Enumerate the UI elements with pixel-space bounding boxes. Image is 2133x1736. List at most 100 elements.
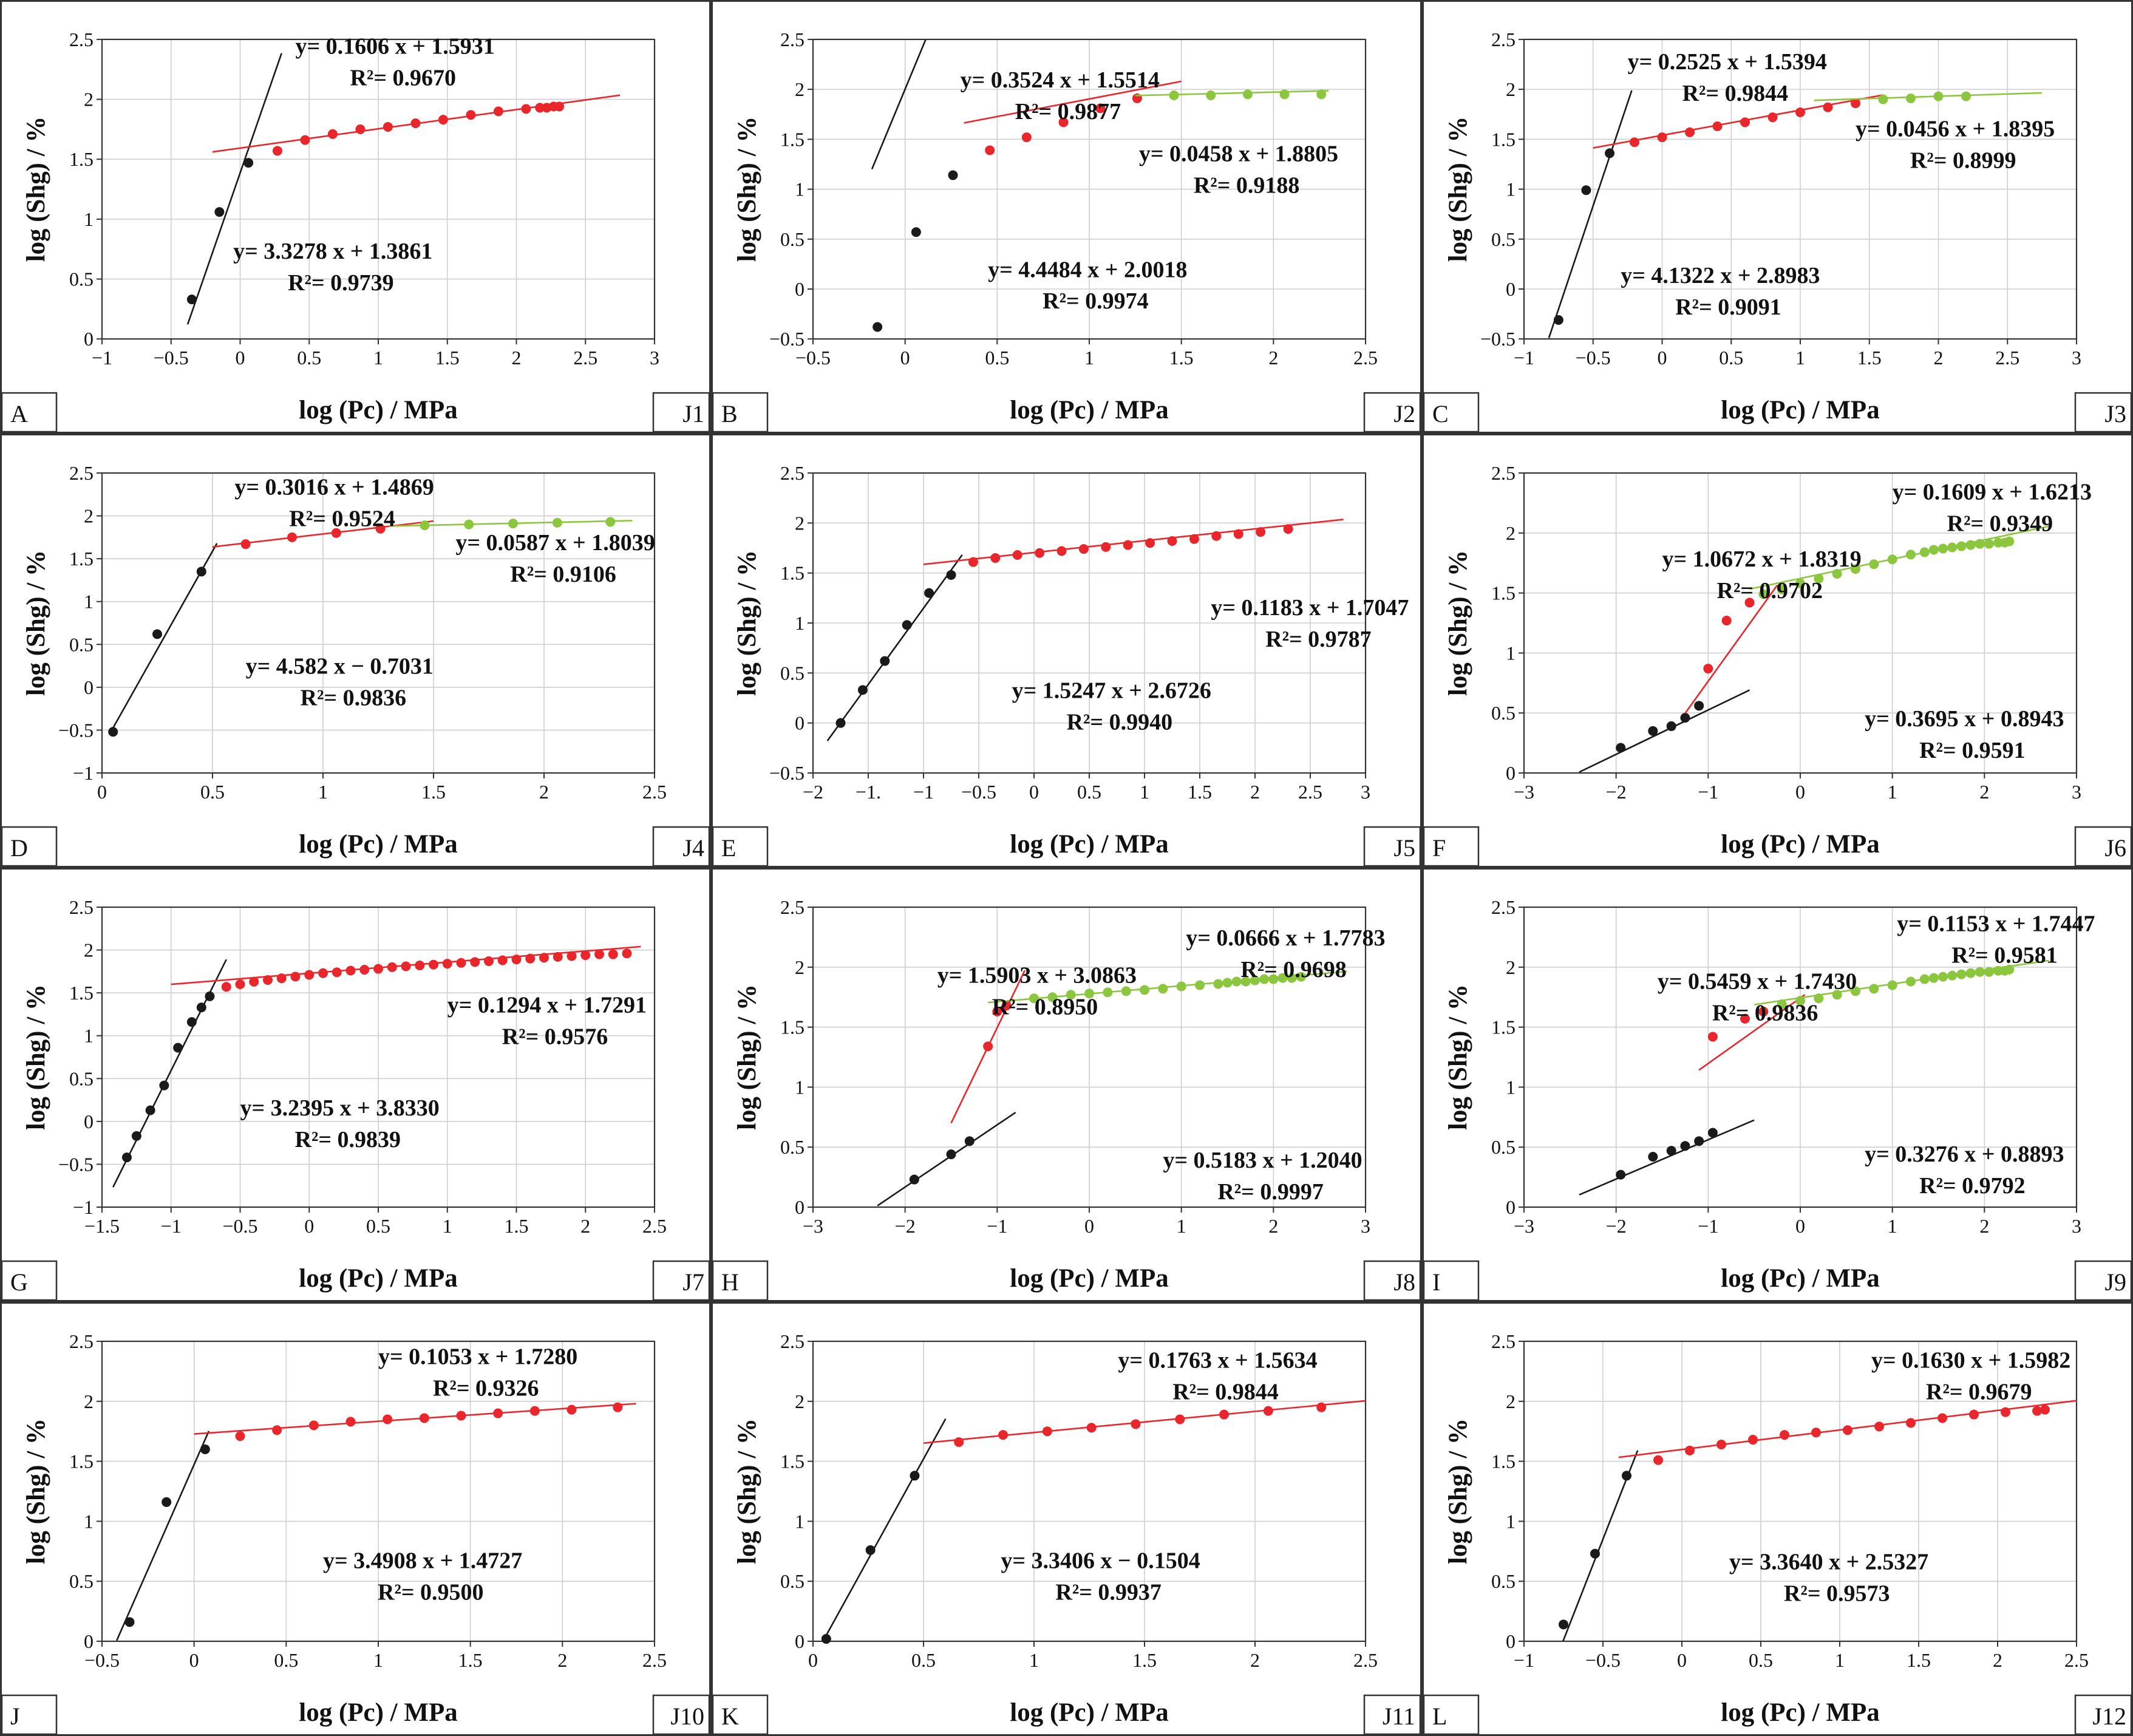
x-axis-title: log (Pc) / MPa [1010,396,1168,424]
y-tick-label: 2 [795,79,805,100]
data-point-red [566,951,577,961]
y-tick-label: 2.5 [1491,1330,1516,1352]
fit-equation-red: y= 1.5903 x + 3.0863 [937,962,1137,988]
x-tick-label: 2 [1268,347,1278,369]
data-point-red [2001,1407,2010,1417]
data-point-green [552,517,562,528]
sample-id-box [2074,826,2131,866]
data-point-red [1095,103,1106,114]
data-point-red [300,135,310,145]
x-tick-label: 2.5 [2064,1649,2089,1671]
data-point-red [493,1408,503,1418]
y-tick-label: 0.5 [1491,702,1516,724]
chart-svg: −2 −1. −1 −0.5 0 0.5 1 1.5 2 2.5 3 −0.5 0 0.5 1 1.5 2 2.5… [713,462,1420,866]
data-point-green [2004,536,2015,546]
data-point-red [1707,1032,1718,1042]
data-point-black [1694,1136,1704,1146]
x-tick-label: 2.5 [573,347,597,369]
x-tick-label: 2 [539,781,549,803]
y-tick-label: 0 [84,328,94,350]
fit-r-squared-red: R²= 0.9836 [1712,1000,1818,1026]
fit-equation-black: y= 0.5183 x + 1.2040 [1163,1148,1362,1173]
y-tick-label: 0.5 [69,269,94,290]
data-point-red [235,979,245,990]
x-tick-label: −0.5 [1585,1649,1621,1671]
y-tick-label: −1 [73,762,94,784]
data-point-green [1961,91,1971,101]
fit-line-black [1548,90,1633,339]
chart-panel-b: −0.5 0 0.5 1 1.5 2 2.5 −0.5 0 0.5 1 1.5 2 2.5 log (Pc)… [711,0,1422,434]
data-point-red [613,1402,623,1412]
data-point-black [835,718,846,728]
x-tick-label: 1.5 [458,1649,483,1671]
data-point-black [1616,1169,1626,1180]
fit-equation-red: y= 0.3524 x + 1.5514 [961,67,1160,93]
y-tick-label: 2.5 [69,29,94,50]
data-point-black [173,1043,183,1053]
data-point-black [948,170,958,180]
panel-letter: B [721,400,738,427]
chart-svg: −3 −2 −1 0 1 2 3 0 0.5 1 1.5 2 2.5 log (Pc) / MPa log … [1424,462,2131,866]
y-tick-label: 0 [84,676,94,698]
y-tick-label: 1.5 [1491,129,1516,150]
fit-line-black [871,39,927,169]
data-point-red [1263,1406,1273,1416]
fit-r-squared-black: R²= 0.9591 [1919,738,2026,763]
y-tick-label: 0 [795,279,805,300]
data-point-red [1189,534,1199,544]
fit-r-squared-black: R²= 0.9937 [1055,1579,1162,1605]
fit-equation-red: y= 0.1606 x + 1.5931 [296,34,495,60]
data-point-red [442,959,452,969]
data-point-red [968,557,978,567]
data-point-green [1814,993,1824,1004]
y-tick-label: 0.5 [69,633,94,655]
y-tick-label: 1 [84,1510,94,1532]
y-tick-label: 0.5 [69,1067,94,1089]
y-tick-label: 0.5 [780,662,805,684]
data-point-green [1231,976,1242,987]
x-tick-label: −1 [92,347,112,369]
fit-r-squared-red: R²= 0.9576 [502,1024,608,1050]
data-point-red [1283,524,1293,534]
fit-equation-black: y= 4.4484 x + 2.0018 [988,257,1187,282]
data-point-green [1140,985,1149,995]
data-point-red [1685,127,1695,137]
fit-equation-black: y= 4.582 x − 0.7031 [246,653,434,679]
data-point-red [332,967,342,978]
x-tick-label: −3 [803,1215,823,1237]
fit-r-squared-black: R²= 0.9940 [1067,710,1173,735]
data-point-green [1906,550,1916,560]
x-tick-label: 0.5 [274,1649,298,1671]
x-tick-label: 0 [1084,1215,1094,1237]
panel-letter: K [721,1703,739,1730]
data-point-green [508,519,519,529]
fit-line-black [1579,1119,1755,1196]
x-tick-label: −0.5 [1576,347,1611,369]
data-point-black [880,656,890,666]
data-point-black [214,207,225,217]
x-tick-label: −2 [803,781,823,803]
data-point-green [1066,990,1076,1000]
y-tick-label: 1.5 [780,129,805,150]
x-tick-label: −1 [161,1215,182,1237]
x-tick-label: 1.5 [1907,1649,1931,1671]
x-tick-label: 1 [1084,347,1094,369]
data-point-green [1947,542,1958,553]
data-point-green [1965,968,1976,978]
x-axis-title: log (Pc) / MPa [299,1264,458,1293]
data-point-green [1928,545,1939,555]
fit-r-squared-black: R²= 0.9500 [378,1579,484,1605]
y-tick-label: 2 [795,956,805,978]
data-point-red [355,124,366,134]
y-tick-label: 0 [84,1111,94,1132]
data-point-green [1758,589,1769,599]
data-point-green [1287,973,1297,983]
data-point-black [200,1444,210,1454]
data-point-black [186,294,197,305]
x-tick-label: 3 [1361,781,1370,803]
fit-equation-black: y= 4.1322 x + 2.8983 [1621,263,1820,288]
x-tick-label: 0.5 [985,347,1009,369]
sample-id: J4 [682,834,704,862]
data-point-red [535,103,545,113]
